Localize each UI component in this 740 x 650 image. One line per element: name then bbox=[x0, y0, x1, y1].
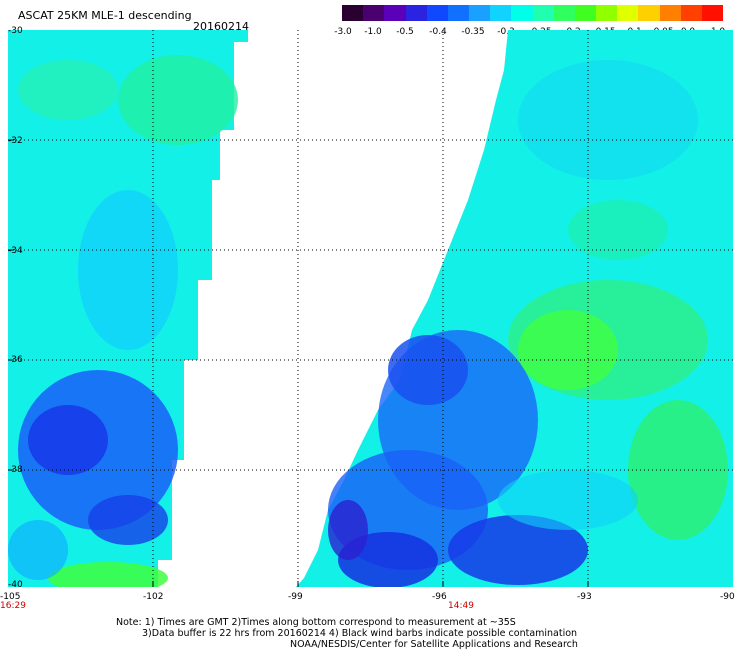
colorbar-segment bbox=[342, 5, 364, 21]
colorbar-label: -3.0 bbox=[334, 27, 352, 37]
lat-gridlines bbox=[8, 139, 733, 471]
colorbar-segment bbox=[553, 5, 575, 21]
right-swath bbox=[296, 30, 733, 587]
lon-label: -96 bbox=[432, 592, 447, 602]
pass-time: 16:29 bbox=[0, 601, 26, 611]
colorbar-segment bbox=[701, 5, 724, 21]
colorbar bbox=[342, 5, 724, 21]
colorbar-segment bbox=[490, 5, 512, 21]
lon-label: -105 bbox=[0, 592, 21, 602]
map-date: 20160214 bbox=[193, 20, 249, 33]
note-line-3: NOAA/NESDIS/Center for Satellite Applica… bbox=[290, 639, 578, 650]
lat-label: -36 bbox=[8, 355, 23, 365]
note-line-2: 3)Data buffer is 22 hrs from 20160214 4)… bbox=[142, 628, 578, 639]
colorbar-label: -0.5 bbox=[396, 27, 414, 37]
map-title: ASCAT 25KM MLE-1 descending bbox=[18, 9, 192, 22]
note-line-1: Note: 1) Times are GMT 2)Times along bot… bbox=[116, 617, 516, 628]
colorbar-segment bbox=[596, 5, 618, 21]
lon-gridlines bbox=[152, 30, 589, 587]
lat-label: -30 bbox=[8, 26, 23, 36]
colorbar-segment bbox=[363, 5, 385, 21]
lon-label: -99 bbox=[288, 592, 303, 602]
colorbar-label: -0.4 bbox=[429, 27, 447, 37]
lon-label: -90 bbox=[720, 592, 735, 602]
colorbar-segment bbox=[511, 5, 533, 21]
colorbar-segment bbox=[384, 5, 406, 21]
lat-label: -32 bbox=[8, 136, 23, 146]
colorbar-segment bbox=[469, 5, 491, 21]
lat-label: -38 bbox=[8, 465, 23, 475]
colorbar-segment bbox=[659, 5, 681, 21]
colorbar-segment bbox=[617, 5, 639, 21]
lon-label: -93 bbox=[577, 592, 592, 602]
colorbar-segment bbox=[574, 5, 597, 21]
colorbar-segment bbox=[426, 5, 448, 21]
left-swath bbox=[8, 30, 248, 587]
colorbar-segment bbox=[680, 5, 702, 21]
colorbar-segment bbox=[447, 5, 470, 21]
lon-label: -102 bbox=[143, 592, 164, 602]
colorbar-label: -0.35 bbox=[461, 27, 485, 37]
axis-ticks bbox=[8, 139, 589, 587]
lat-label: -40 bbox=[8, 580, 23, 590]
lat-label: -34 bbox=[8, 246, 23, 256]
colorbar-label: -0.3 bbox=[497, 27, 515, 37]
swath-map bbox=[8, 30, 733, 587]
pass-time: 14:49 bbox=[448, 601, 474, 611]
colorbar-label: -1.0 bbox=[364, 27, 382, 37]
colorbar-segment bbox=[405, 5, 427, 21]
colorbar-segment bbox=[532, 5, 554, 21]
colorbar-segment bbox=[638, 5, 660, 21]
